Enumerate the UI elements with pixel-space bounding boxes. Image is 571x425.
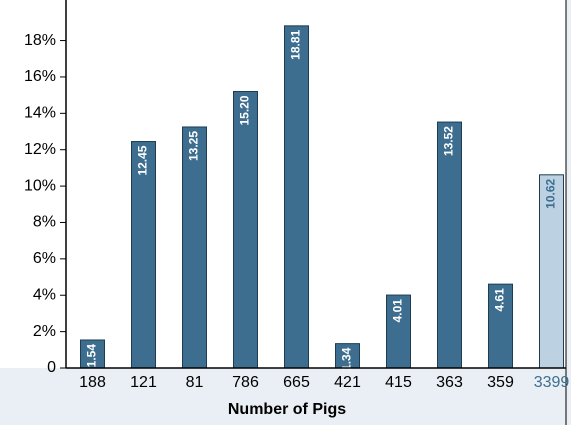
bar: [284, 25, 309, 369]
bar: [80, 339, 105, 369]
x-tick-label: 121: [130, 374, 157, 391]
value-label: 4.01: [391, 299, 405, 323]
y-tick-label: 10%: [24, 177, 56, 194]
bar: [437, 121, 462, 369]
value-label: 4.61: [493, 288, 507, 312]
x-tick-label: 81: [186, 374, 204, 391]
value-label: 1.34: [340, 347, 354, 371]
bar: [488, 283, 513, 369]
value-label: 12.45: [136, 145, 150, 175]
value-label: 18.81: [289, 30, 303, 60]
bar: [131, 141, 156, 369]
y-tick-label: 6%: [33, 250, 56, 267]
y-tick-label: 8%: [33, 214, 56, 231]
value-label: 15.20: [238, 95, 252, 125]
bar: [182, 126, 207, 369]
y-tick-label: 14%: [24, 105, 56, 122]
bar: [335, 343, 360, 369]
x-tick-label: 415: [385, 374, 412, 391]
x-tick-label: 3399: [534, 374, 570, 391]
y-tick-label: 18%: [24, 32, 56, 49]
x-tick-label: 359: [487, 374, 514, 391]
bar: [386, 294, 411, 369]
y-tick-label: 4%: [33, 286, 56, 303]
value-label: 13.25: [187, 131, 201, 161]
y-tick-label: 12%: [24, 141, 56, 158]
plot-area: [0, 0, 566, 368]
x-tick-label: 363: [436, 374, 463, 391]
y-tick-label: 2%: [33, 323, 56, 340]
bar: [539, 174, 564, 369]
value-label: 1.54: [85, 344, 99, 368]
y-tick-label: 0: [47, 359, 56, 376]
x-tick-label: 188: [79, 374, 106, 391]
bar: [233, 90, 258, 369]
value-label: 10.62: [544, 178, 558, 208]
x-tick-label: 665: [283, 374, 310, 391]
x-axis-label: Number of Pigs: [228, 401, 346, 418]
x-tick-label: 786: [232, 374, 259, 391]
value-label: 13.52: [442, 126, 456, 156]
y-tick-label: 16%: [24, 68, 56, 85]
x-tick-label: 421: [334, 374, 361, 391]
